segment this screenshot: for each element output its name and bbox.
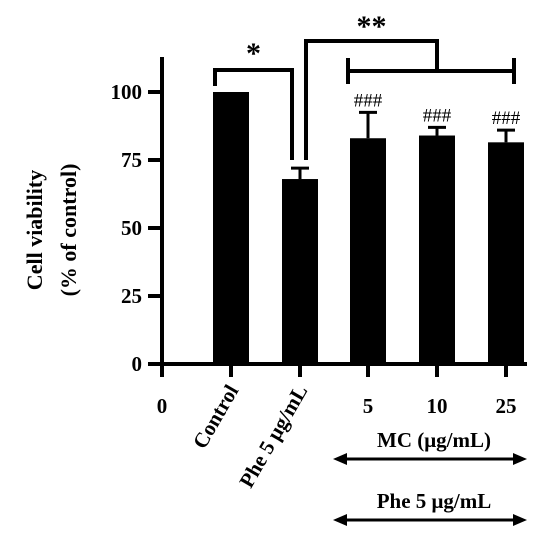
group-arrow-left-1: [333, 514, 347, 526]
group-arrow-right-1: [513, 514, 527, 526]
y-axis-label: Cell viability (% of control): [22, 164, 81, 297]
bar-annotation-4: ###: [492, 108, 521, 129]
y-axis-label-line1: Cell viability: [22, 170, 47, 290]
y-tick-label: 100: [111, 80, 143, 104]
x-origin-label: 0: [157, 394, 168, 418]
bar-3: [419, 135, 455, 364]
bar-annotation-3: ###: [423, 105, 452, 126]
bars: [213, 92, 524, 364]
group-labels: MC (μg/mL) Phe 5 μg/mL: [333, 428, 527, 526]
significance-bracket-1: [304, 39, 439, 160]
axes: 0 25 50 75 100: [111, 57, 527, 377]
annotations: ###### ###***: [213, 10, 521, 160]
y-axis-label-line2: (% of control): [56, 164, 81, 297]
y-tick-label: 75: [121, 148, 142, 172]
bar-4: [488, 142, 524, 364]
group-label-0: MC (μg/mL): [377, 428, 491, 452]
group-label-1: Phe 5 μg/mL: [377, 489, 492, 513]
y-tick-label: 25: [121, 284, 142, 308]
significance-label-1: **: [357, 10, 387, 43]
group-arrow-left-0: [333, 453, 347, 465]
significance-bracket-0: [213, 68, 294, 160]
x-tick-label-1: Phe 5 μg/mL: [234, 381, 312, 492]
group-arrow-right-0: [513, 453, 527, 465]
bar-2: [350, 138, 386, 364]
significance-label-0: *: [246, 37, 261, 70]
y-tick-label: 50: [121, 216, 142, 240]
bar-annotation-2: ###: [354, 90, 383, 111]
y-tick-label: 0: [132, 352, 143, 376]
x-tick-label-2: 5: [363, 394, 374, 418]
x-tick-label-3: 10: [427, 394, 448, 418]
bar-0: [213, 92, 249, 364]
x-tick-label-0: Control: [188, 380, 244, 452]
bar-1: [282, 179, 318, 364]
x-tick-label-4: 25: [496, 394, 517, 418]
